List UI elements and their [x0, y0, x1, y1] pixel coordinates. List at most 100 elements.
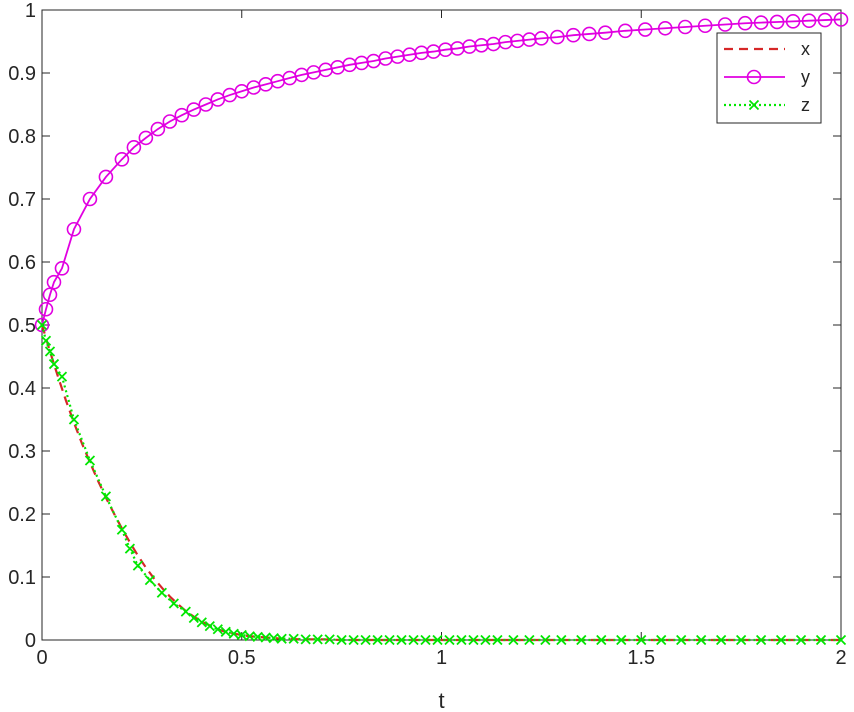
data-point-y: [534, 31, 549, 46]
data-point-z: [124, 543, 136, 554]
legend-marker-y: [746, 69, 762, 85]
x-tick-label: 2: [835, 647, 846, 669]
data-point-z: [616, 634, 627, 646]
series-layer: [34, 12, 849, 646]
axis-ticks: 0 0.5 1 1.5 2 0 0.1 0.2 0.3 0.4 0.5 0.6 0.7 0.8 0.9 1: [8, 0, 846, 669]
y-tick-label: 0.9: [8, 63, 36, 85]
data-point-z: [556, 634, 567, 646]
data-point-y: [510, 33, 525, 49]
data-point-y: [833, 12, 849, 27]
data-point-y: [38, 301, 54, 317]
data-point-y: [550, 29, 565, 45]
data-point-y: [162, 114, 178, 129]
data-point-z: [156, 587, 167, 598]
data-point-y: [198, 97, 214, 112]
data-point-y: [438, 42, 453, 57]
data-point-z: [288, 633, 299, 644]
data-point-z: [540, 634, 551, 646]
data-point-z: [735, 634, 747, 646]
data-point-z: [755, 634, 767, 646]
data-point-z: [196, 617, 207, 628]
y-tick-label: 0: [25, 630, 36, 652]
data-point-z: [576, 634, 587, 646]
data-point-z: [795, 634, 807, 646]
data-point-y: [114, 152, 130, 167]
data-point-z: [204, 621, 215, 632]
legend-marker-z: [748, 99, 760, 111]
x-tick-label: 1: [436, 647, 447, 669]
data-point-z: [508, 634, 519, 646]
data-point-y: [637, 22, 653, 37]
data-point-y: [582, 26, 597, 42]
data-point-y: [785, 14, 801, 29]
data-point-y: [753, 15, 769, 30]
data-point-z: [260, 632, 271, 643]
data-point-y: [126, 140, 142, 155]
data-point-z: [40, 335, 52, 346]
data-point-z: [468, 634, 479, 646]
data-point-z: [636, 634, 647, 646]
x-tick-label: 1.5: [627, 647, 655, 669]
data-point-y: [657, 20, 673, 36]
data-point-z: [44, 346, 56, 357]
data-point-z: [348, 634, 359, 646]
data-point-z: [656, 634, 667, 646]
y-tick-label: 0.2: [8, 504, 36, 526]
legend-entry-y: y: [724, 67, 810, 87]
data-point-y: [46, 274, 62, 290]
data-point-z: [696, 634, 707, 646]
data-point-z: [775, 634, 787, 646]
data-point-z: [815, 634, 827, 646]
data-point-z: [676, 634, 687, 646]
series-line-y: [41, 18, 842, 326]
data-point-y: [717, 17, 733, 32]
data-point-z: [444, 634, 455, 646]
legend-label-y: y: [801, 67, 810, 87]
data-point-z: [420, 634, 431, 646]
data-point-z: [252, 631, 263, 642]
data-point-z: [432, 634, 443, 646]
data-point-z: [236, 629, 247, 641]
data-point-z: [84, 455, 96, 466]
data-point-y: [34, 317, 50, 333]
data-point-z: [324, 634, 335, 645]
data-point-z: [132, 560, 144, 571]
data-point-y: [817, 12, 833, 28]
data-point-y: [801, 13, 817, 29]
data-point-z: [336, 634, 347, 646]
data-point-z: [480, 634, 491, 646]
data-point-y: [98, 169, 114, 185]
legend-entry-x: x: [724, 39, 810, 59]
data-point-y: [474, 37, 489, 53]
data-point-z: [596, 634, 607, 646]
series-y: [34, 12, 849, 333]
data-point-y: [462, 39, 477, 54]
data-point-y: [498, 34, 513, 50]
data-point-y: [66, 221, 82, 237]
data-point-z: [116, 524, 128, 535]
legend-label-z: z: [801, 95, 810, 115]
data-point-z: [408, 634, 419, 646]
legend-label-x: x: [801, 39, 810, 59]
data-point-z: [716, 634, 727, 646]
data-point-z: [835, 634, 847, 646]
series-z: [36, 319, 847, 646]
legend-entry-z: z: [724, 95, 810, 115]
x-tick-label: 0.5: [228, 647, 256, 669]
data-point-z: [456, 634, 467, 646]
data-point-y: [54, 260, 70, 276]
data-point-y: [186, 102, 202, 117]
data-point-y: [150, 121, 166, 137]
data-point-z: [360, 634, 371, 646]
y-tick-label: 0.6: [8, 252, 36, 274]
data-point-z: [180, 606, 191, 617]
y-tick-label: 0.7: [8, 189, 36, 211]
data-point-y: [617, 23, 633, 39]
y-tick-label: 0.4: [8, 378, 36, 400]
data-point-z: [68, 414, 80, 425]
data-point-y: [174, 107, 190, 123]
data-point-z: [524, 634, 535, 646]
data-point-z: [268, 632, 279, 644]
data-point-z: [276, 633, 287, 644]
